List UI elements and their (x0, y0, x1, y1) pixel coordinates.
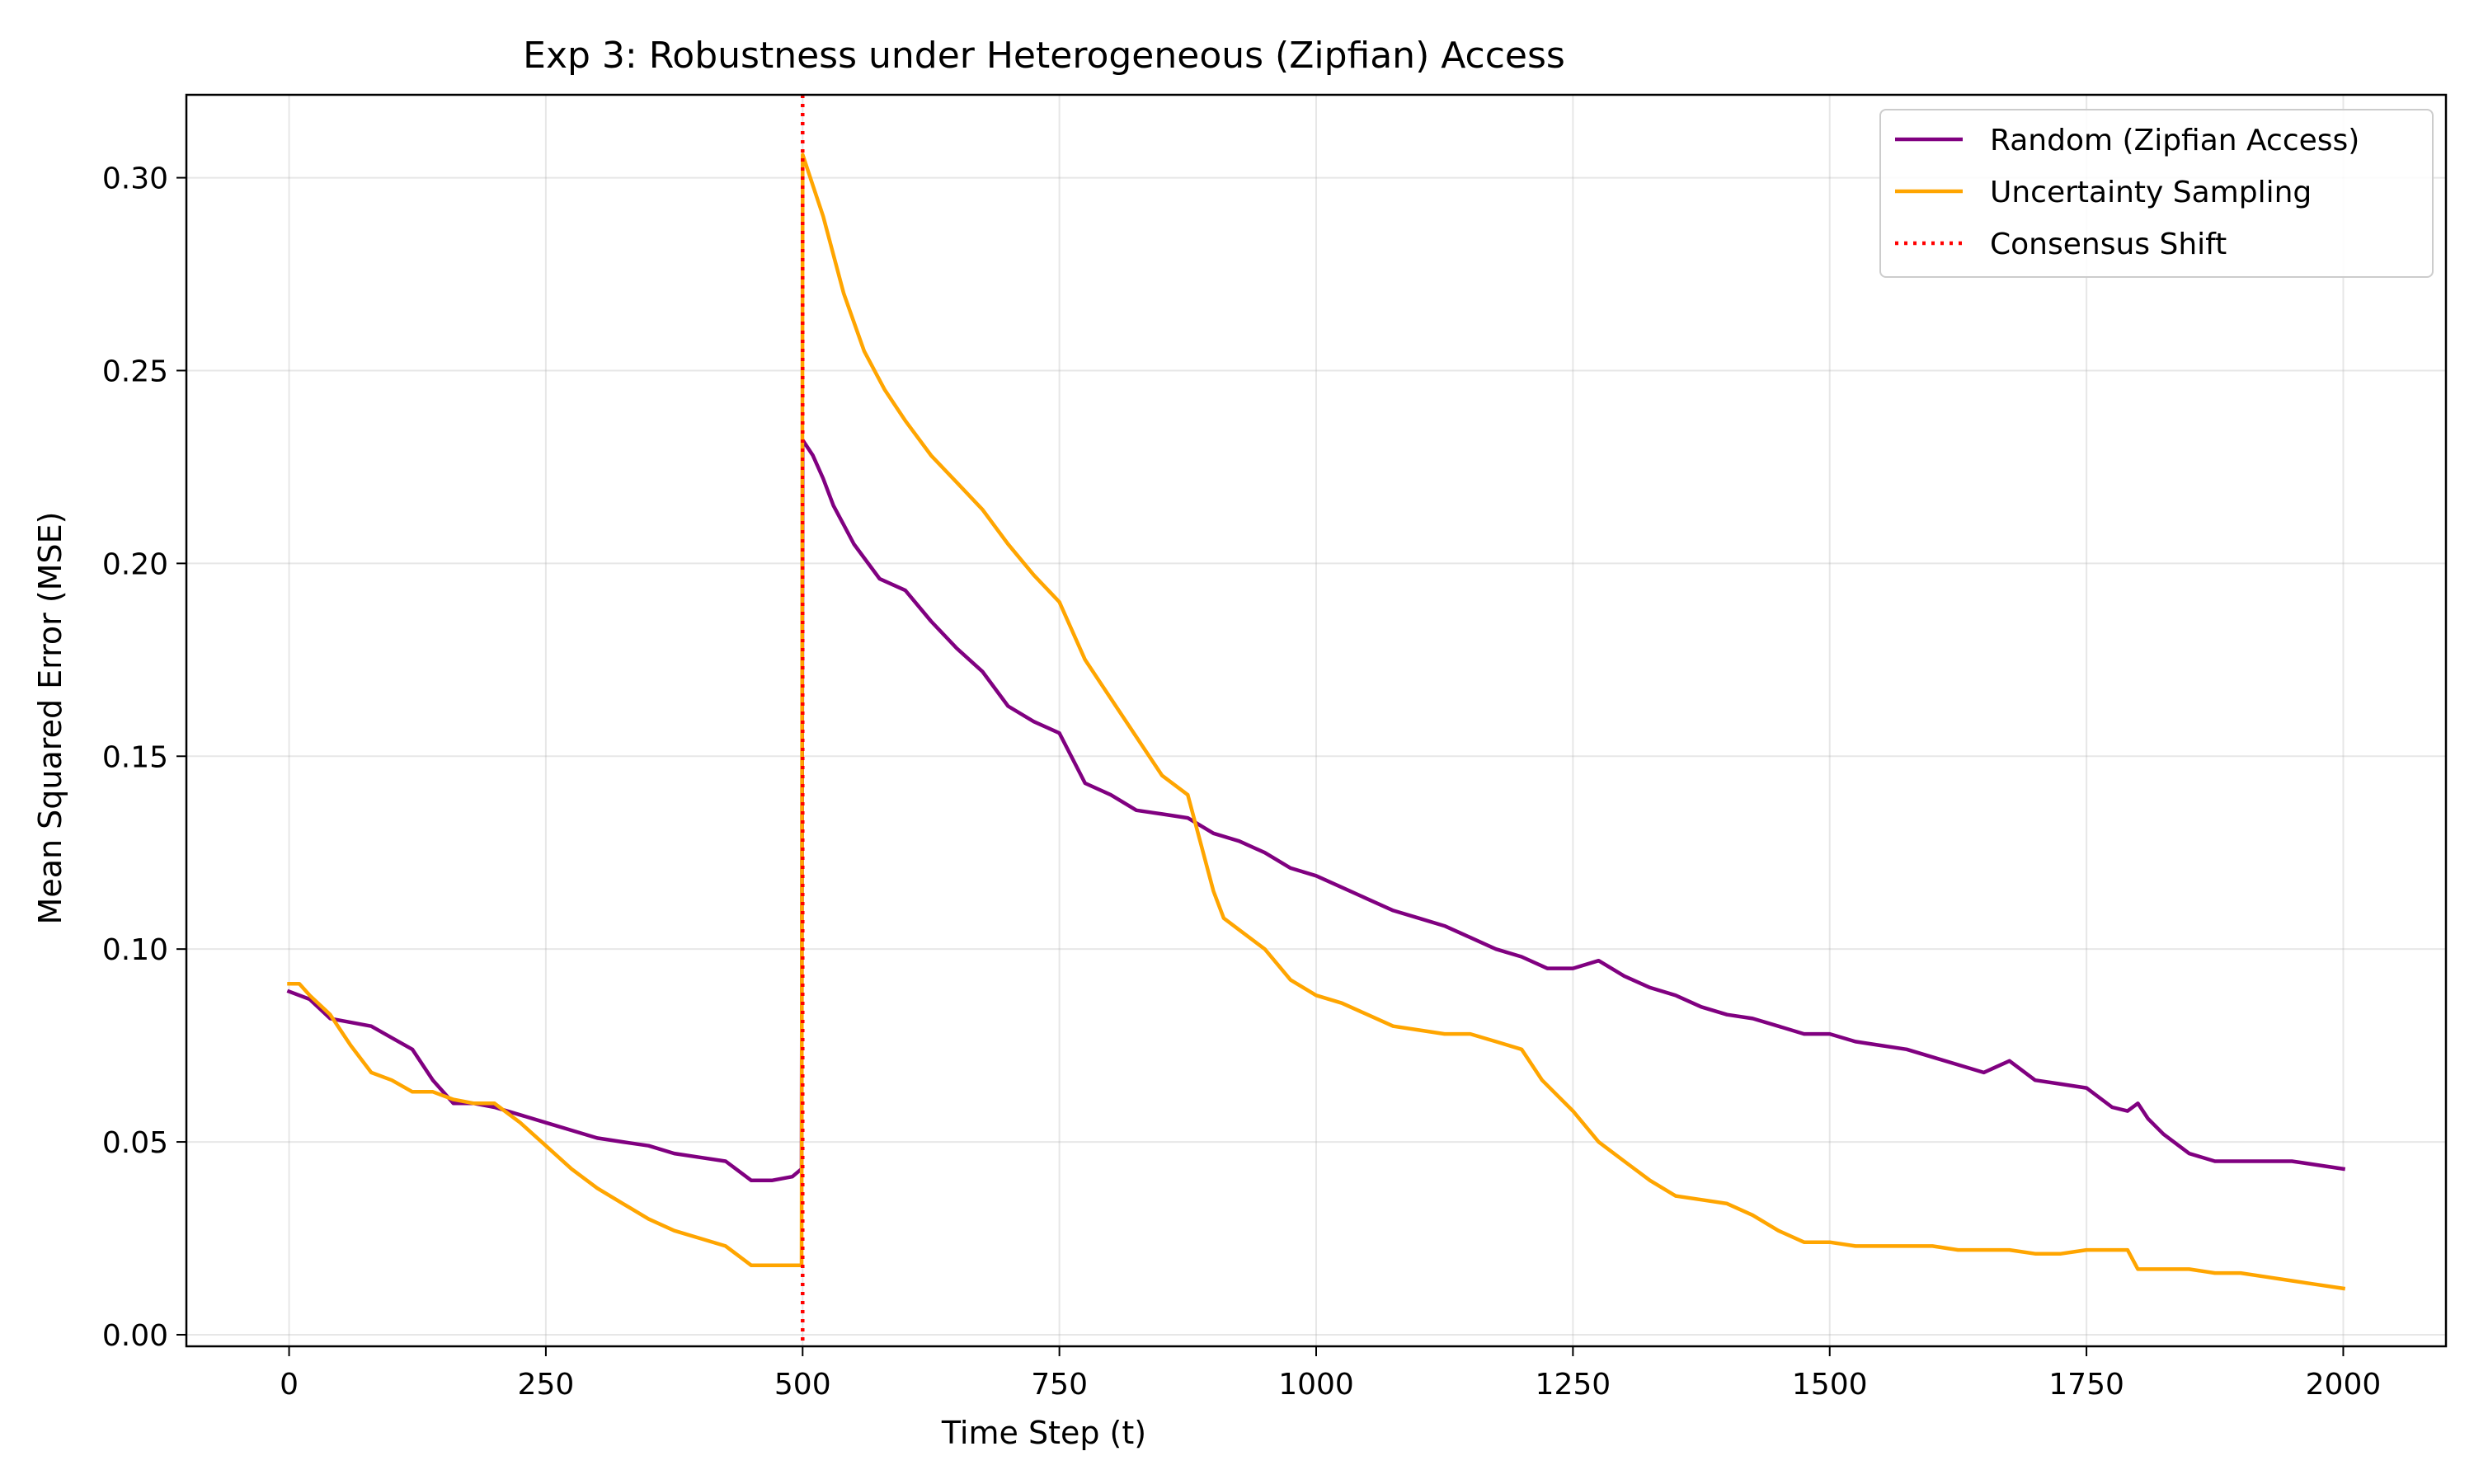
x-tick-label: 750 (1031, 1368, 1088, 1402)
y-tick-label: 0.00 (102, 1319, 168, 1353)
y-tick-label: 0.20 (102, 547, 168, 581)
x-tick-label: 1500 (1792, 1368, 1868, 1402)
x-tick-label: 2000 (2306, 1368, 2382, 1402)
y-tick-label: 0.05 (102, 1126, 168, 1160)
x-axis-label: Time Step (t) (941, 1415, 1146, 1451)
x-tick-label: 0 (280, 1368, 299, 1402)
x-tick-label: 1750 (2048, 1368, 2124, 1402)
y-tick-label: 0.10 (102, 933, 168, 967)
series-line-2 (287, 153, 2346, 1291)
legend-label: Uncertainty Sampling (1990, 176, 2312, 209)
y-tick-label: 0.30 (102, 162, 168, 196)
chart-title: Exp 3: Robustness under Heterogeneous (Z… (523, 35, 1565, 77)
x-axis: 0 250 500 750 1000 1250 1500 1750 2000 (280, 1346, 2381, 1402)
x-tick-label: 500 (774, 1368, 831, 1402)
y-axis-label: Mean Squared Error (MSE) (32, 512, 68, 925)
y-tick-label: 0.15 (102, 740, 168, 774)
x-tick-label: 1250 (1536, 1368, 1611, 1402)
legend: Random (Zipfian Access) Uncertainty Sampl… (1879, 109, 2434, 278)
legend-box (1879, 109, 2434, 278)
x-tick-label: 1000 (1278, 1368, 1354, 1402)
y-axis: 0.00 0.05 0.10 0.15 0.20 0.25 0.30 (102, 162, 186, 1353)
series-line-1 (286, 438, 2346, 1183)
plot-series-group (286, 95, 2346, 1346)
x-tick-label: 250 (518, 1368, 575, 1402)
y-tick-label: 0.25 (102, 355, 168, 388)
legend-label: Consensus Shift (1990, 228, 2227, 261)
legend-label: Random (Zipfian Access) (1990, 124, 2359, 157)
